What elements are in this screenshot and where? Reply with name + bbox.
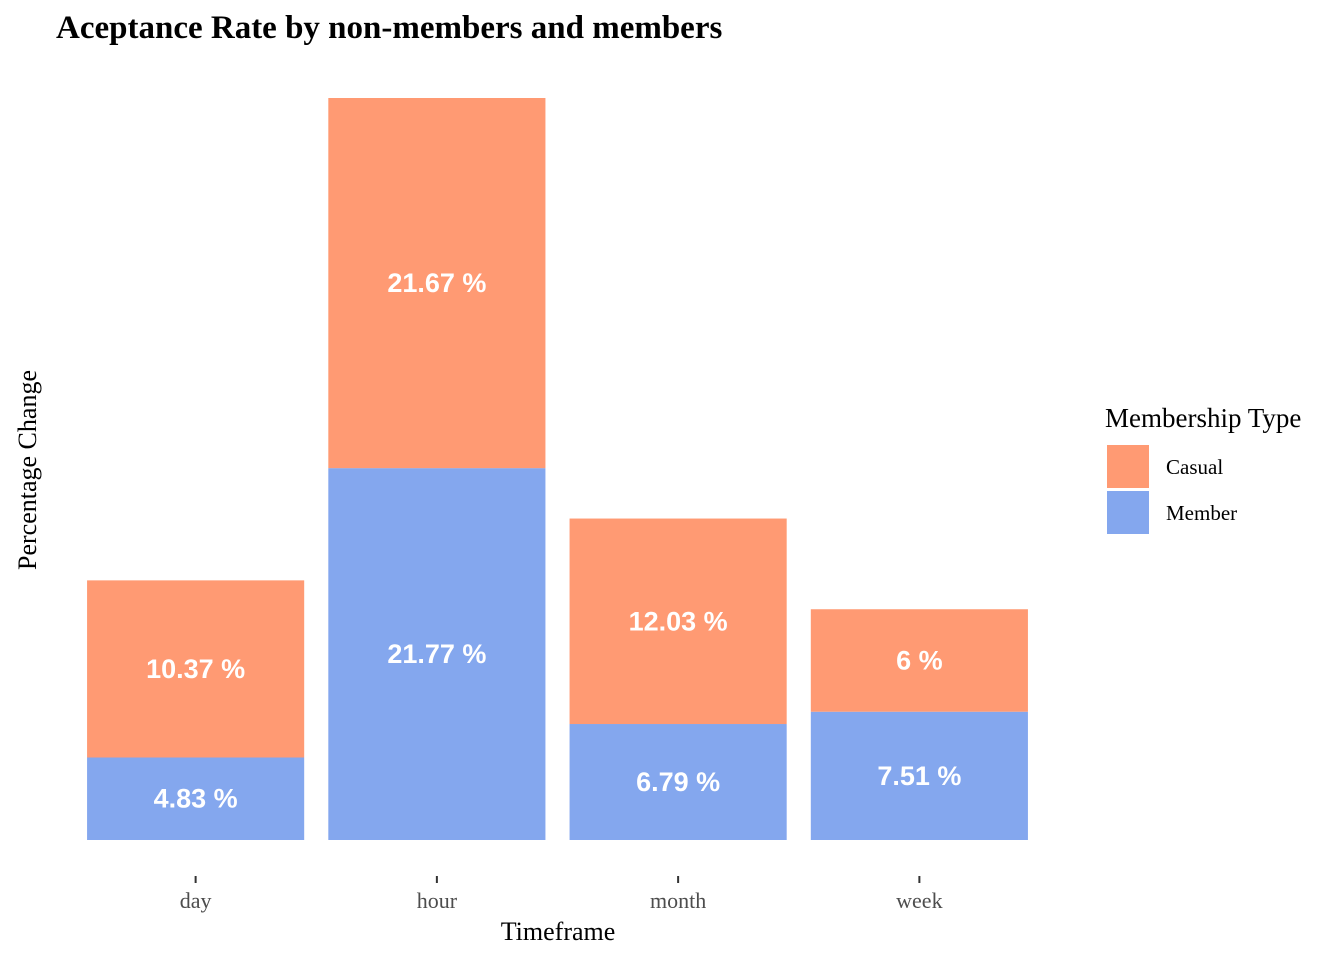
bar-label-member-month: 6.79 % bbox=[636, 767, 720, 797]
legend-label-casual: Casual bbox=[1166, 455, 1223, 479]
legend-label-member: Member bbox=[1166, 501, 1237, 525]
bar-member-day bbox=[87, 757, 305, 840]
bar-casual-day bbox=[87, 580, 305, 758]
bar-casual-hour bbox=[328, 98, 546, 469]
chart-title: Aceptance Rate by non-members and member… bbox=[56, 10, 723, 46]
bars-layer bbox=[87, 98, 1028, 840]
x-tick-label-hour: hour bbox=[417, 888, 458, 913]
bar-label-member-week: 7.51 % bbox=[877, 761, 961, 791]
bar-label-casual-month: 12.03 % bbox=[629, 606, 728, 636]
x-tick-label-day: day bbox=[180, 888, 212, 913]
bar-member-week bbox=[810, 711, 1028, 840]
bar-member-month bbox=[569, 724, 787, 840]
bar-label-casual-day: 10.37 % bbox=[146, 654, 245, 684]
legend-items: Casual Member bbox=[1107, 445, 1237, 534]
x-axis: day hour month week bbox=[180, 876, 943, 913]
bar-casual-month bbox=[569, 518, 787, 725]
y-axis-title: Percentage Change bbox=[13, 370, 42, 570]
x-tick-label-week: week bbox=[896, 888, 942, 913]
bar-labels-layer: 4.83 % 10.37 % 21.77 % 21.67 % 6.79 % 12.03 %… bbox=[146, 268, 961, 814]
bar-label-casual-hour: 21.67 % bbox=[387, 268, 486, 298]
bar-label-member-hour: 21.77 % bbox=[387, 639, 486, 669]
x-tick-label-month: month bbox=[650, 888, 706, 913]
legend-key-casual bbox=[1107, 445, 1149, 488]
bar-label-member-day: 4.83 % bbox=[154, 784, 238, 814]
legend: Membership Type Casual Member bbox=[1105, 403, 1301, 534]
legend-title: Membership Type bbox=[1105, 403, 1301, 433]
bar-casual-week bbox=[810, 609, 1028, 712]
bar-label-casual-week: 6 % bbox=[896, 645, 943, 675]
x-axis-title: Timeframe bbox=[501, 917, 616, 946]
legend-key-member bbox=[1107, 491, 1149, 534]
bar-member-hour bbox=[328, 468, 546, 840]
